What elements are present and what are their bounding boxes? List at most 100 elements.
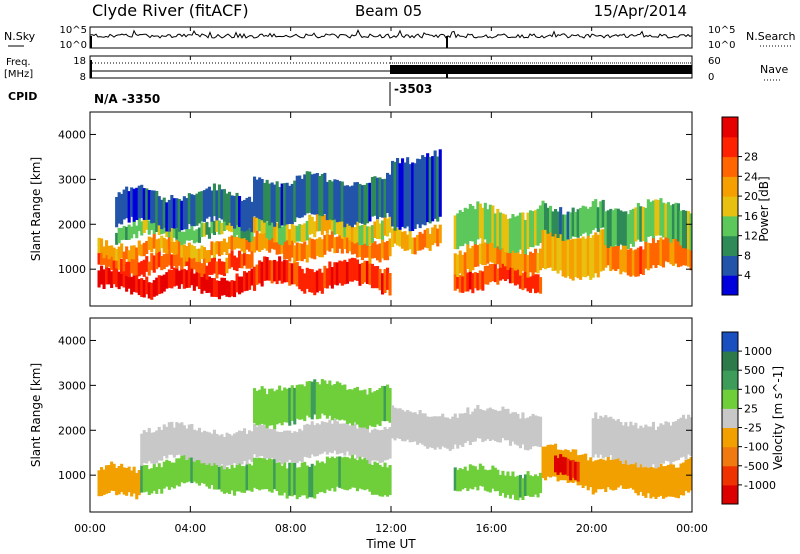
power-cell	[303, 223, 307, 242]
velocity-cell	[596, 418, 600, 458]
power-cell	[438, 149, 442, 217]
power-cell	[506, 248, 510, 270]
noise-bottom-right: 10^0	[708, 40, 735, 51]
power-cell	[217, 220, 221, 235]
velocity-cell	[260, 424, 264, 456]
velocity-cell	[451, 416, 455, 450]
power-cell	[175, 198, 179, 229]
velocity-cell	[315, 382, 319, 420]
cpid-left-value: N/A -3350	[94, 92, 160, 106]
power-cell	[202, 272, 206, 291]
power-cell	[263, 215, 267, 234]
power-cell	[155, 239, 159, 254]
velocity-cell	[461, 469, 465, 490]
power-cell	[521, 212, 525, 250]
velocity-cell	[646, 461, 650, 494]
power-cell	[162, 274, 166, 292]
power-cell	[288, 229, 292, 246]
velocity-cell	[285, 388, 289, 423]
power-cell	[358, 263, 362, 286]
power-cell	[278, 225, 282, 245]
power-cell	[651, 200, 655, 239]
velocity-cell	[370, 392, 374, 427]
power-cell	[200, 276, 204, 294]
power-cell	[654, 199, 658, 236]
power-cell	[421, 155, 425, 225]
power-cell	[102, 269, 106, 289]
power-cell	[130, 256, 134, 274]
power-cell	[268, 260, 272, 281]
power-cell	[621, 242, 625, 272]
velocity-cell	[112, 463, 116, 491]
velocity-cell	[360, 390, 364, 428]
power-cell	[130, 226, 134, 239]
power-cell	[245, 197, 249, 231]
velocity-cell	[263, 425, 267, 459]
power-cell	[365, 260, 369, 284]
power-cell	[207, 186, 211, 217]
power-cell	[345, 220, 349, 238]
power-cell	[308, 237, 312, 258]
power-cell	[305, 171, 309, 214]
velocity-cell	[167, 422, 171, 455]
velocity-cell	[526, 417, 530, 451]
power-cell	[644, 239, 648, 269]
power-cell	[664, 236, 668, 262]
power-cell	[135, 187, 139, 220]
power-cell	[659, 237, 663, 267]
power-cell	[305, 267, 309, 289]
power-cell	[373, 266, 377, 289]
freq-nave-dense-block	[390, 65, 692, 74]
velocity-cell	[566, 458, 570, 476]
power-cell	[355, 222, 359, 243]
power-cell	[197, 256, 201, 274]
power-cell	[202, 247, 206, 259]
velocity-cell	[523, 474, 527, 496]
power-cell	[295, 225, 299, 242]
power-cell	[225, 280, 229, 297]
power-cell	[112, 254, 116, 270]
power-cell	[147, 220, 151, 235]
power-cell	[433, 224, 437, 244]
power-cell	[263, 256, 267, 281]
power-cell	[280, 226, 284, 246]
power-cell	[626, 214, 630, 249]
power-cell	[521, 247, 525, 272]
power-cell	[513, 266, 517, 286]
power-cell	[383, 217, 387, 236]
power-cell	[233, 195, 237, 229]
power-cell	[120, 243, 124, 259]
power-cell	[310, 238, 314, 259]
power-cell	[378, 243, 382, 263]
power-cell	[534, 248, 538, 273]
power-cell	[182, 196, 186, 230]
power-cell	[250, 250, 254, 268]
power-cell	[549, 227, 553, 268]
power-cell	[238, 196, 242, 227]
power-cell	[413, 237, 417, 255]
velocity-cell	[278, 462, 282, 496]
velocity-cell	[368, 432, 372, 464]
power-cell	[539, 248, 543, 271]
velocity-cell	[428, 416, 432, 448]
velocity-cell	[501, 406, 505, 439]
velocity-cell	[604, 415, 608, 457]
velocity-cell	[353, 423, 357, 455]
velocity-cell	[310, 463, 314, 498]
power-cell	[370, 177, 374, 217]
power-cell	[541, 227, 545, 268]
power-cell	[270, 182, 274, 223]
power-cell	[205, 221, 209, 235]
power-cell	[135, 258, 139, 276]
power-cell	[616, 208, 620, 246]
power-cell	[238, 226, 242, 238]
velocity-cell	[253, 423, 257, 455]
velocity-cell	[207, 459, 211, 489]
power-cell	[112, 264, 116, 285]
velocity-cell	[396, 408, 400, 439]
power-cell	[107, 267, 111, 285]
velocity-cell	[463, 466, 467, 488]
velocity-cell	[584, 453, 588, 486]
power-cell	[127, 270, 131, 289]
power-cell	[105, 240, 109, 256]
